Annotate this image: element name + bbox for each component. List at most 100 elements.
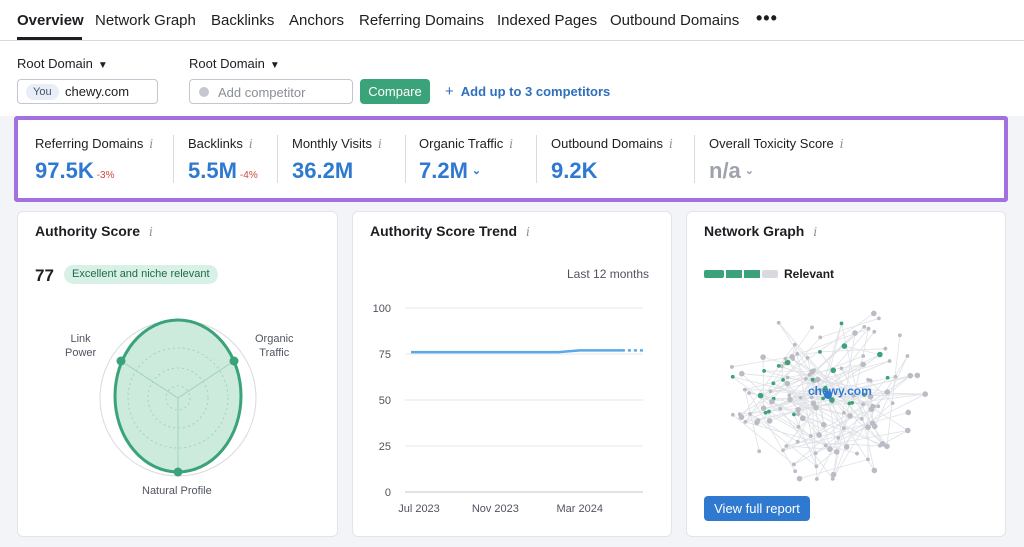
metric-divider — [694, 135, 695, 183]
x-tick-label: Nov 2023 — [472, 503, 519, 515]
network-edge — [786, 412, 909, 447]
network-node-relevant — [862, 392, 867, 397]
more-tabs-icon[interactable]: ••• — [756, 8, 778, 28]
network-center-node — [824, 391, 832, 399]
network-node — [808, 434, 813, 438]
network-node — [876, 316, 881, 321]
tab-anchors[interactable]: Anchors — [289, 12, 345, 29]
network-node-relevant — [839, 321, 844, 326]
network-node — [914, 372, 921, 379]
y-tick-label: 0 — [385, 487, 391, 499]
network-node-relevant — [810, 377, 815, 382]
network-edge — [798, 407, 817, 411]
network-node — [823, 443, 828, 448]
info-icon[interactable]: i — [248, 137, 253, 151]
network-edge — [744, 389, 926, 395]
network-node — [841, 426, 846, 431]
network-edge — [792, 358, 854, 397]
network-node — [805, 355, 810, 360]
competitor-root-domain-dropdown[interactable]: Root Domain ▼ — [189, 56, 280, 71]
tab-backlinks[interactable]: Backlinks — [211, 12, 275, 29]
network-node — [784, 380, 791, 387]
network-node-relevant — [763, 410, 768, 415]
network-edge — [870, 377, 888, 398]
network-node — [922, 391, 929, 397]
network-edge — [819, 348, 886, 353]
network-edge — [838, 393, 926, 439]
network-node — [830, 476, 835, 481]
network-edge — [748, 392, 796, 472]
metric-divider — [405, 135, 406, 183]
network-node — [760, 405, 767, 411]
network-node — [861, 354, 866, 358]
network-node — [809, 395, 814, 400]
network-edge — [749, 413, 817, 467]
network-node-relevant — [850, 400, 855, 405]
network-node — [795, 406, 801, 413]
network-edge — [832, 404, 864, 479]
metric-value: n/a — [709, 158, 741, 183]
info-icon[interactable]: i — [149, 137, 154, 151]
competitor-dot-icon — [199, 87, 209, 97]
network-node — [847, 413, 853, 419]
network-edge — [756, 379, 819, 423]
network-node-relevant — [762, 369, 767, 373]
network-edge — [886, 335, 901, 447]
network-node — [798, 395, 803, 400]
info-icon[interactable]: i — [377, 137, 382, 151]
network-node — [907, 372, 914, 379]
info-icon[interactable]: i — [149, 225, 153, 239]
network-edge — [824, 323, 842, 390]
info-icon[interactable]: i — [813, 225, 818, 239]
network-node — [855, 451, 859, 456]
network-edge — [867, 379, 893, 404]
compare-button[interactable]: Compare — [360, 79, 430, 104]
tab-overview[interactable]: Overview — [17, 12, 84, 29]
info-icon[interactable]: i — [839, 137, 844, 151]
network-edge — [778, 322, 869, 428]
view-full-report-button[interactable]: View full report — [704, 496, 810, 521]
network-node — [871, 310, 877, 317]
x-tick-label: Jul 2023 — [398, 503, 440, 515]
relevance-legend-label: Relevant — [784, 267, 835, 281]
authority-score-card: Authority Score i 77 Excellent and niche … — [17, 211, 338, 537]
add-competitors-link[interactable]: + Add up to 3 competitors — [445, 83, 610, 100]
info-icon[interactable]: i — [509, 137, 514, 151]
authority-score-badge: Excellent and niche relevant — [64, 265, 218, 284]
tab-indexed-pages[interactable]: Indexed Pages — [497, 12, 598, 29]
network-node — [730, 412, 735, 417]
network-edge — [749, 413, 798, 443]
competitor-input[interactable]: Add competitor — [189, 79, 353, 104]
info-icon[interactable]: i — [669, 137, 673, 151]
trend-line-chart: 0 25 50 75 100 Jul 2023 Nov 2023 Mar 2024 — [373, 303, 643, 515]
tab-network-graph[interactable]: Network Graph — [95, 12, 196, 29]
trend-period: Last 12 months — [567, 267, 650, 281]
network-node — [871, 467, 878, 474]
domain-input[interactable]: You chewy.com — [17, 79, 158, 104]
network-node — [865, 424, 871, 430]
network-edge — [763, 375, 918, 409]
network-edge — [773, 382, 814, 404]
network-node-relevant — [877, 351, 883, 358]
root-domain-dropdown[interactable]: Root Domain ▼ — [17, 56, 108, 71]
network-node — [748, 412, 752, 416]
network-node — [803, 376, 808, 381]
tab-referring-domains[interactable]: Referring Domains — [359, 12, 485, 29]
chevron-down-icon[interactable]: ⌄ — [471, 165, 482, 177]
network-node — [839, 366, 844, 371]
network-node — [820, 421, 827, 428]
network-edge — [820, 317, 879, 338]
network-edge — [744, 379, 784, 391]
chevron-down-icon[interactable]: ⌄ — [744, 165, 755, 177]
network-node — [814, 464, 819, 469]
network-node — [778, 407, 783, 411]
radar-label-link-power: Link Power — [65, 333, 97, 359]
network-graph-visual[interactable] — [727, 287, 957, 492]
info-icon[interactable]: i — [526, 225, 530, 239]
card-title: Authority Score Trend — [370, 223, 518, 239]
network-edge — [782, 426, 875, 451]
network-node — [893, 374, 898, 379]
tab-outbound-domains[interactable]: Outbound Domains — [610, 12, 740, 29]
network-node-relevant — [730, 374, 735, 379]
network-node — [860, 361, 866, 368]
